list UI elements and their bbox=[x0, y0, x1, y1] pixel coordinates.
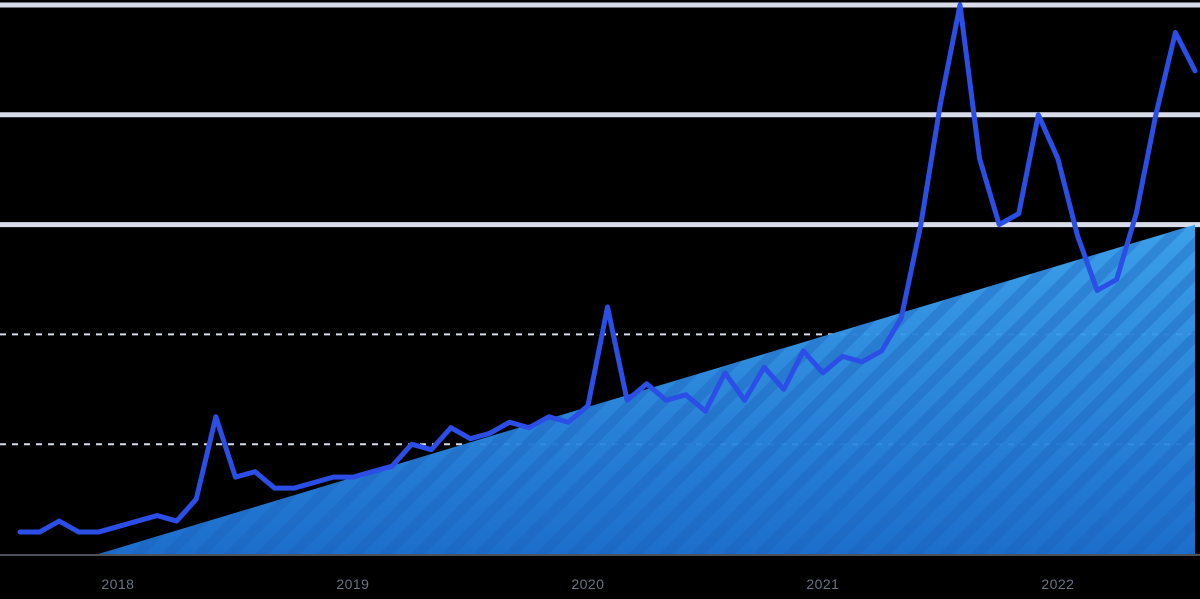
x-axis-label: 2021 bbox=[806, 576, 839, 592]
time-series-chart: 2018 2019 2020 2021 2022 bbox=[0, 0, 1200, 599]
x-axis-label: 2018 bbox=[101, 576, 134, 592]
x-axis-label: 2020 bbox=[571, 576, 604, 592]
x-axis-label: 2022 bbox=[1041, 576, 1074, 592]
x-axis-label: 2019 bbox=[336, 576, 369, 592]
area-hatch bbox=[98, 225, 1195, 554]
chart-canvas bbox=[0, 0, 1200, 599]
